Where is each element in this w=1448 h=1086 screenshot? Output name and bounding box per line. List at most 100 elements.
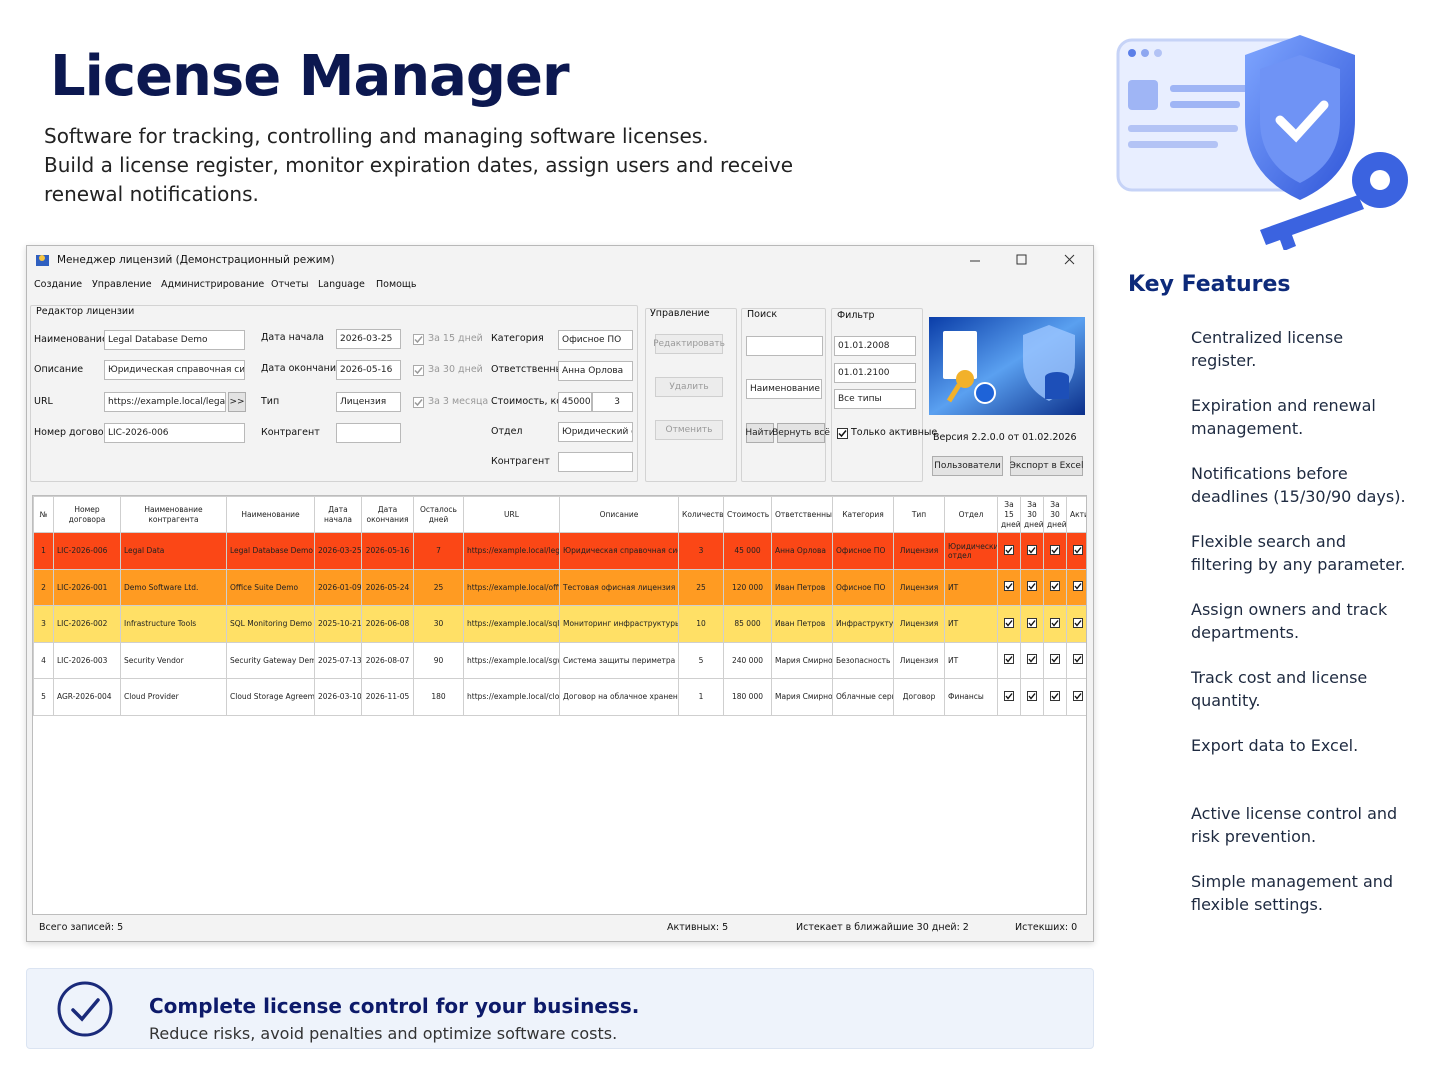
table-cell: Demo Software Ltd. xyxy=(120,568,227,606)
group-box xyxy=(645,308,737,482)
table-cell: ИТ xyxy=(944,641,998,679)
column-header: Количество xyxy=(678,496,724,533)
table-cell: Финансы xyxy=(944,678,998,716)
field-label: Стоимость, колич. xyxy=(491,396,583,407)
button[interactable]: Экспорт в Excel xyxy=(1010,456,1083,476)
table-cell: 2 xyxy=(33,568,54,606)
menu-item[interactable]: Помощь xyxy=(376,279,417,290)
field-label: URL xyxy=(34,396,53,407)
table-cell: LIC-2026-003 xyxy=(53,641,121,679)
button[interactable]: Вернуть всё xyxy=(772,423,830,443)
menu-item[interactable]: Администрирование xyxy=(161,279,265,290)
window-title: Менеджер лицензий (Демонстрационный режи… xyxy=(57,254,335,266)
table-cell: Безопасность xyxy=(832,641,894,679)
feature-item: Export data to Excel. xyxy=(1191,736,1359,755)
checkbox[interactable] xyxy=(1027,617,1037,628)
table-cell: LIC-2026-002 xyxy=(53,605,121,643)
checkbox[interactable] xyxy=(1050,544,1060,555)
check-cell xyxy=(997,641,1021,679)
button[interactable]: >> xyxy=(228,392,246,412)
checkbox[interactable] xyxy=(1050,581,1060,592)
table-cell: ИТ xyxy=(944,605,998,643)
checkbox[interactable] xyxy=(837,428,848,439)
feature-item: Flexible search and filtering by any par… xyxy=(1191,532,1406,574)
checkbox[interactable] xyxy=(1027,544,1037,555)
field-label: Описание xyxy=(34,364,84,375)
checkbox[interactable] xyxy=(413,365,424,376)
checkbox[interactable] xyxy=(1004,544,1014,555)
table-cell: 120 000 xyxy=(723,568,772,606)
table-cell: 30 xyxy=(413,605,464,643)
button[interactable]: Отменить xyxy=(655,420,723,440)
menu-item[interactable]: Создание xyxy=(34,279,83,290)
banner: Complete license control for your busine… xyxy=(26,968,1094,1049)
table-row: 5 AGR-2026-004 Cloud Provider Cloud Storage… xyxy=(33,678,1086,716)
banner-text: Reduce risks, avoid penalties and optimi… xyxy=(149,1024,618,1043)
checkbox[interactable] xyxy=(1072,544,1083,555)
table-cell: Лицензия xyxy=(893,568,945,606)
checkbox[interactable] xyxy=(1072,617,1083,628)
description: Build a license register, monitor expira… xyxy=(44,153,794,206)
text-input xyxy=(558,452,633,472)
status-text: Истекает в ближайшие 30 дней: 2 xyxy=(796,922,969,933)
number-input: 3 xyxy=(592,392,633,412)
button[interactable]: Найти xyxy=(745,423,775,443)
check-cell xyxy=(1066,605,1086,643)
table-cell: Мария Смирнова xyxy=(771,641,833,679)
checkbox[interactable] xyxy=(1072,654,1083,665)
button[interactable]: Редактировать xyxy=(653,334,725,354)
checkbox[interactable] xyxy=(1027,581,1037,592)
column-header: Наименование контрагента xyxy=(120,496,227,533)
checkbox[interactable] xyxy=(1027,654,1037,665)
checkbox[interactable] xyxy=(1072,690,1083,701)
check-icon xyxy=(57,981,113,1037)
table-cell: Мониторинг инфраструктуры xyxy=(559,605,679,643)
checkbox-label: За 30 дней xyxy=(428,364,483,375)
table-cell: 2026-05-16 xyxy=(361,532,414,570)
table-cell: 5 xyxy=(33,678,54,716)
menu-item[interactable]: Отчеты xyxy=(271,279,309,290)
checkbox[interactable] xyxy=(1072,581,1083,592)
feature-item: Simple management and flexible settings. xyxy=(1191,872,1394,914)
check-cell xyxy=(1043,678,1067,716)
table-cell: 2026-08-07 xyxy=(361,641,414,679)
text-input xyxy=(336,423,401,443)
status-text: Всего записей: 5 xyxy=(39,922,124,933)
table-cell: 1 xyxy=(33,532,54,570)
check-cell xyxy=(1020,641,1044,679)
text-input: 45000 xyxy=(558,392,592,412)
checkbox[interactable] xyxy=(1004,690,1014,701)
table-area: № Номер договора Наименование контрагента Н… xyxy=(32,495,1087,915)
column-header: Дата окончания xyxy=(361,496,414,533)
table-cell: 2025-07-13 xyxy=(314,641,362,679)
table-cell: 180 000 xyxy=(723,678,772,716)
features-title: Key Features xyxy=(1128,272,1291,297)
checkbox[interactable] xyxy=(1050,654,1060,665)
check-cell xyxy=(997,678,1021,716)
checkbox[interactable] xyxy=(1004,617,1014,628)
table-cell: Договор xyxy=(893,678,945,716)
table-cell: Cloud Provider xyxy=(120,678,227,716)
checkbox-label: За 15 дней xyxy=(428,333,483,344)
checkbox[interactable] xyxy=(1004,654,1014,665)
table-cell: 2026-11-05 xyxy=(361,678,414,716)
feature-item: Track cost and license quantity. xyxy=(1191,668,1368,710)
checkbox[interactable] xyxy=(413,397,424,408)
field-label: Контрагент xyxy=(261,427,320,438)
checkbox[interactable] xyxy=(413,334,424,345)
table-cell: Иван Петров xyxy=(771,568,833,606)
button[interactable]: Удалить xyxy=(655,377,723,397)
button[interactable]: Пользователи xyxy=(932,456,1003,476)
menu-item[interactable]: Language xyxy=(318,279,365,290)
text-input: https://example.local/legal xyxy=(104,392,226,412)
combo-box: Юридический отдел xyxy=(558,422,633,442)
checkbox[interactable] xyxy=(1050,690,1060,701)
table-cell: 2026-03-25 xyxy=(314,532,362,570)
checkbox[interactable] xyxy=(1050,617,1060,628)
menu-item[interactable]: Управление xyxy=(92,279,152,290)
table-cell: 25 xyxy=(678,568,724,606)
checkbox[interactable] xyxy=(1027,690,1037,701)
checkbox[interactable] xyxy=(1004,581,1014,592)
field-label: Категория xyxy=(491,333,544,344)
table-cell: 85 000 xyxy=(723,605,772,643)
